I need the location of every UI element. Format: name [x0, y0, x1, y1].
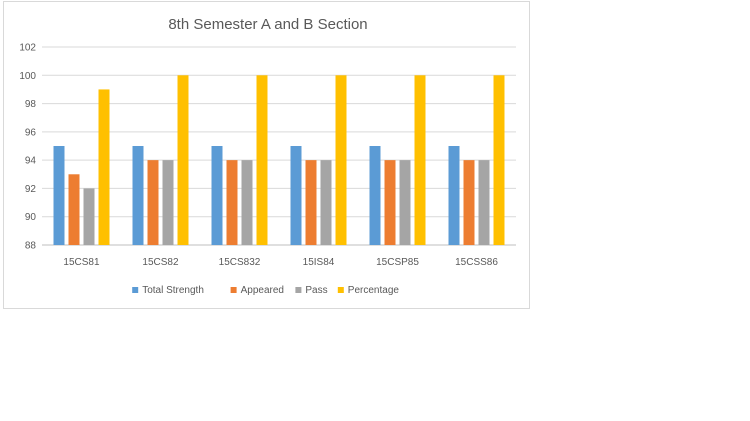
bar-pass-15cs82	[162, 160, 174, 245]
legend-swatch	[295, 287, 302, 293]
bar-pass-15css86	[478, 160, 490, 245]
bar-pass-15is84	[320, 160, 332, 245]
legend-swatch	[132, 287, 139, 293]
chart-title: 8th Semester A and B Section	[168, 16, 367, 33]
bar-pass-15cs81	[83, 188, 95, 245]
bar-appeared-15cs832	[226, 160, 238, 245]
legend-swatch	[230, 287, 237, 293]
bar-percentage-15cs81	[98, 89, 110, 245]
x-tick-label: 15CSS86	[455, 257, 498, 268]
bar-appeared-15cs82	[147, 160, 159, 245]
bar-percentage-15css86	[493, 75, 505, 246]
y-tick-label: 92	[25, 184, 37, 195]
bar-pass-15csp85	[399, 160, 411, 245]
y-tick-label: 96	[25, 127, 37, 138]
bar-appeared-15is84	[305, 160, 317, 245]
bar-total-strength-15cs81	[53, 146, 65, 245]
chart-frame: 8th Semester A and B Section 88 90 92 94 96 9…	[3, 1, 530, 309]
bar-percentage-15csp85	[414, 75, 426, 246]
legend-label: Total Strength	[142, 285, 204, 296]
y-tick-label: 100	[19, 71, 36, 82]
x-tick-label: 15IS84	[303, 257, 335, 268]
legend-label: Percentage	[348, 285, 400, 296]
bar-total-strength-15cs82	[132, 146, 144, 245]
gridlines	[42, 46, 516, 246]
bar-total-strength-15csp85	[369, 146, 381, 245]
bar-appeared-15csp85	[384, 160, 396, 245]
bar-total-strength-15css86	[448, 146, 460, 245]
y-tick-label: 98	[25, 99, 37, 110]
y-tick-label: 90	[25, 212, 37, 223]
legend-label: Pass	[305, 285, 327, 296]
chart-svg: 8th Semester A and B Section 88 90 92 94 96 9…	[19, 16, 516, 296]
x-tick-label: 15CS81	[63, 257, 100, 268]
x-tick-label: 15CS832	[219, 257, 261, 268]
x-tick-label: 15CS82	[142, 257, 179, 268]
x-axis-ticks: 15CS81 15CS82 15CS832 15IS84 15CSP85 15CSS86	[63, 257, 498, 268]
bar-pass-15cs832	[241, 160, 253, 245]
legend-label: Appeared	[241, 285, 284, 296]
bars	[53, 75, 505, 246]
bar-total-strength-15cs832	[211, 146, 223, 245]
bar-percentage-15is84	[335, 75, 347, 246]
y-tick-label: 88	[25, 241, 37, 252]
x-tick-label: 15CSP85	[376, 257, 419, 268]
bar-appeared-15cs81	[68, 174, 80, 245]
legend: Total Strength Appeared Pass Percentage	[132, 285, 399, 296]
y-axis-ticks: 88 90 92 94 96 98 100 102	[19, 43, 36, 252]
bar-total-strength-15is84	[290, 146, 302, 245]
y-tick-label: 94	[25, 156, 37, 167]
legend-swatch	[337, 287, 344, 293]
bar-percentage-15cs82	[177, 75, 189, 246]
bar-appeared-15css86	[463, 160, 475, 245]
y-tick-label: 102	[19, 43, 36, 54]
bar-percentage-15cs832	[256, 75, 268, 246]
